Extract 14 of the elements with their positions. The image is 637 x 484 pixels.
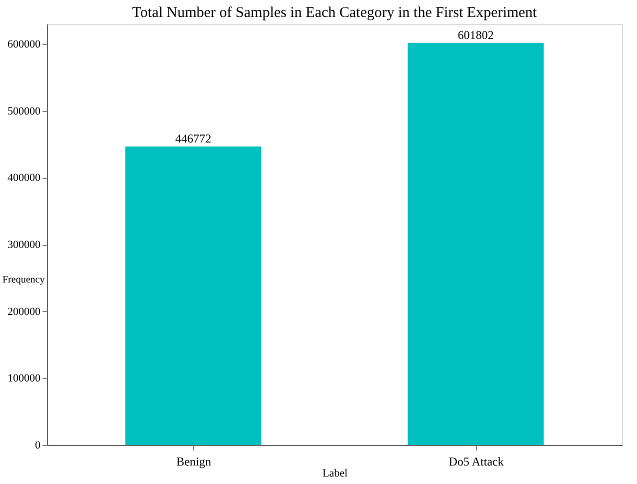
- y-tick-label: 100000: [8, 372, 41, 385]
- y-tick-label: 500000: [8, 105, 41, 118]
- data-label: 446772: [175, 131, 212, 146]
- y-tick-label: 200000: [8, 306, 41, 318]
- x-tick-label: Do5 Attack: [448, 454, 504, 468]
- chart-title: Total Number of Samples in Each Category in the First Experiment: [132, 5, 538, 21]
- data-label: 601802: [458, 28, 494, 42]
- y-tick-label: 0: [35, 440, 41, 452]
- y-tick-label: 300000: [8, 239, 41, 252]
- x-tick-label: Benign: [176, 454, 212, 468]
- x-axis-title: Label: [322, 468, 348, 480]
- y-tick-label: 600000: [8, 38, 41, 51]
- y-tick-label: 400000: [8, 172, 41, 184]
- y-axis-title: Frequency: [2, 274, 45, 286]
